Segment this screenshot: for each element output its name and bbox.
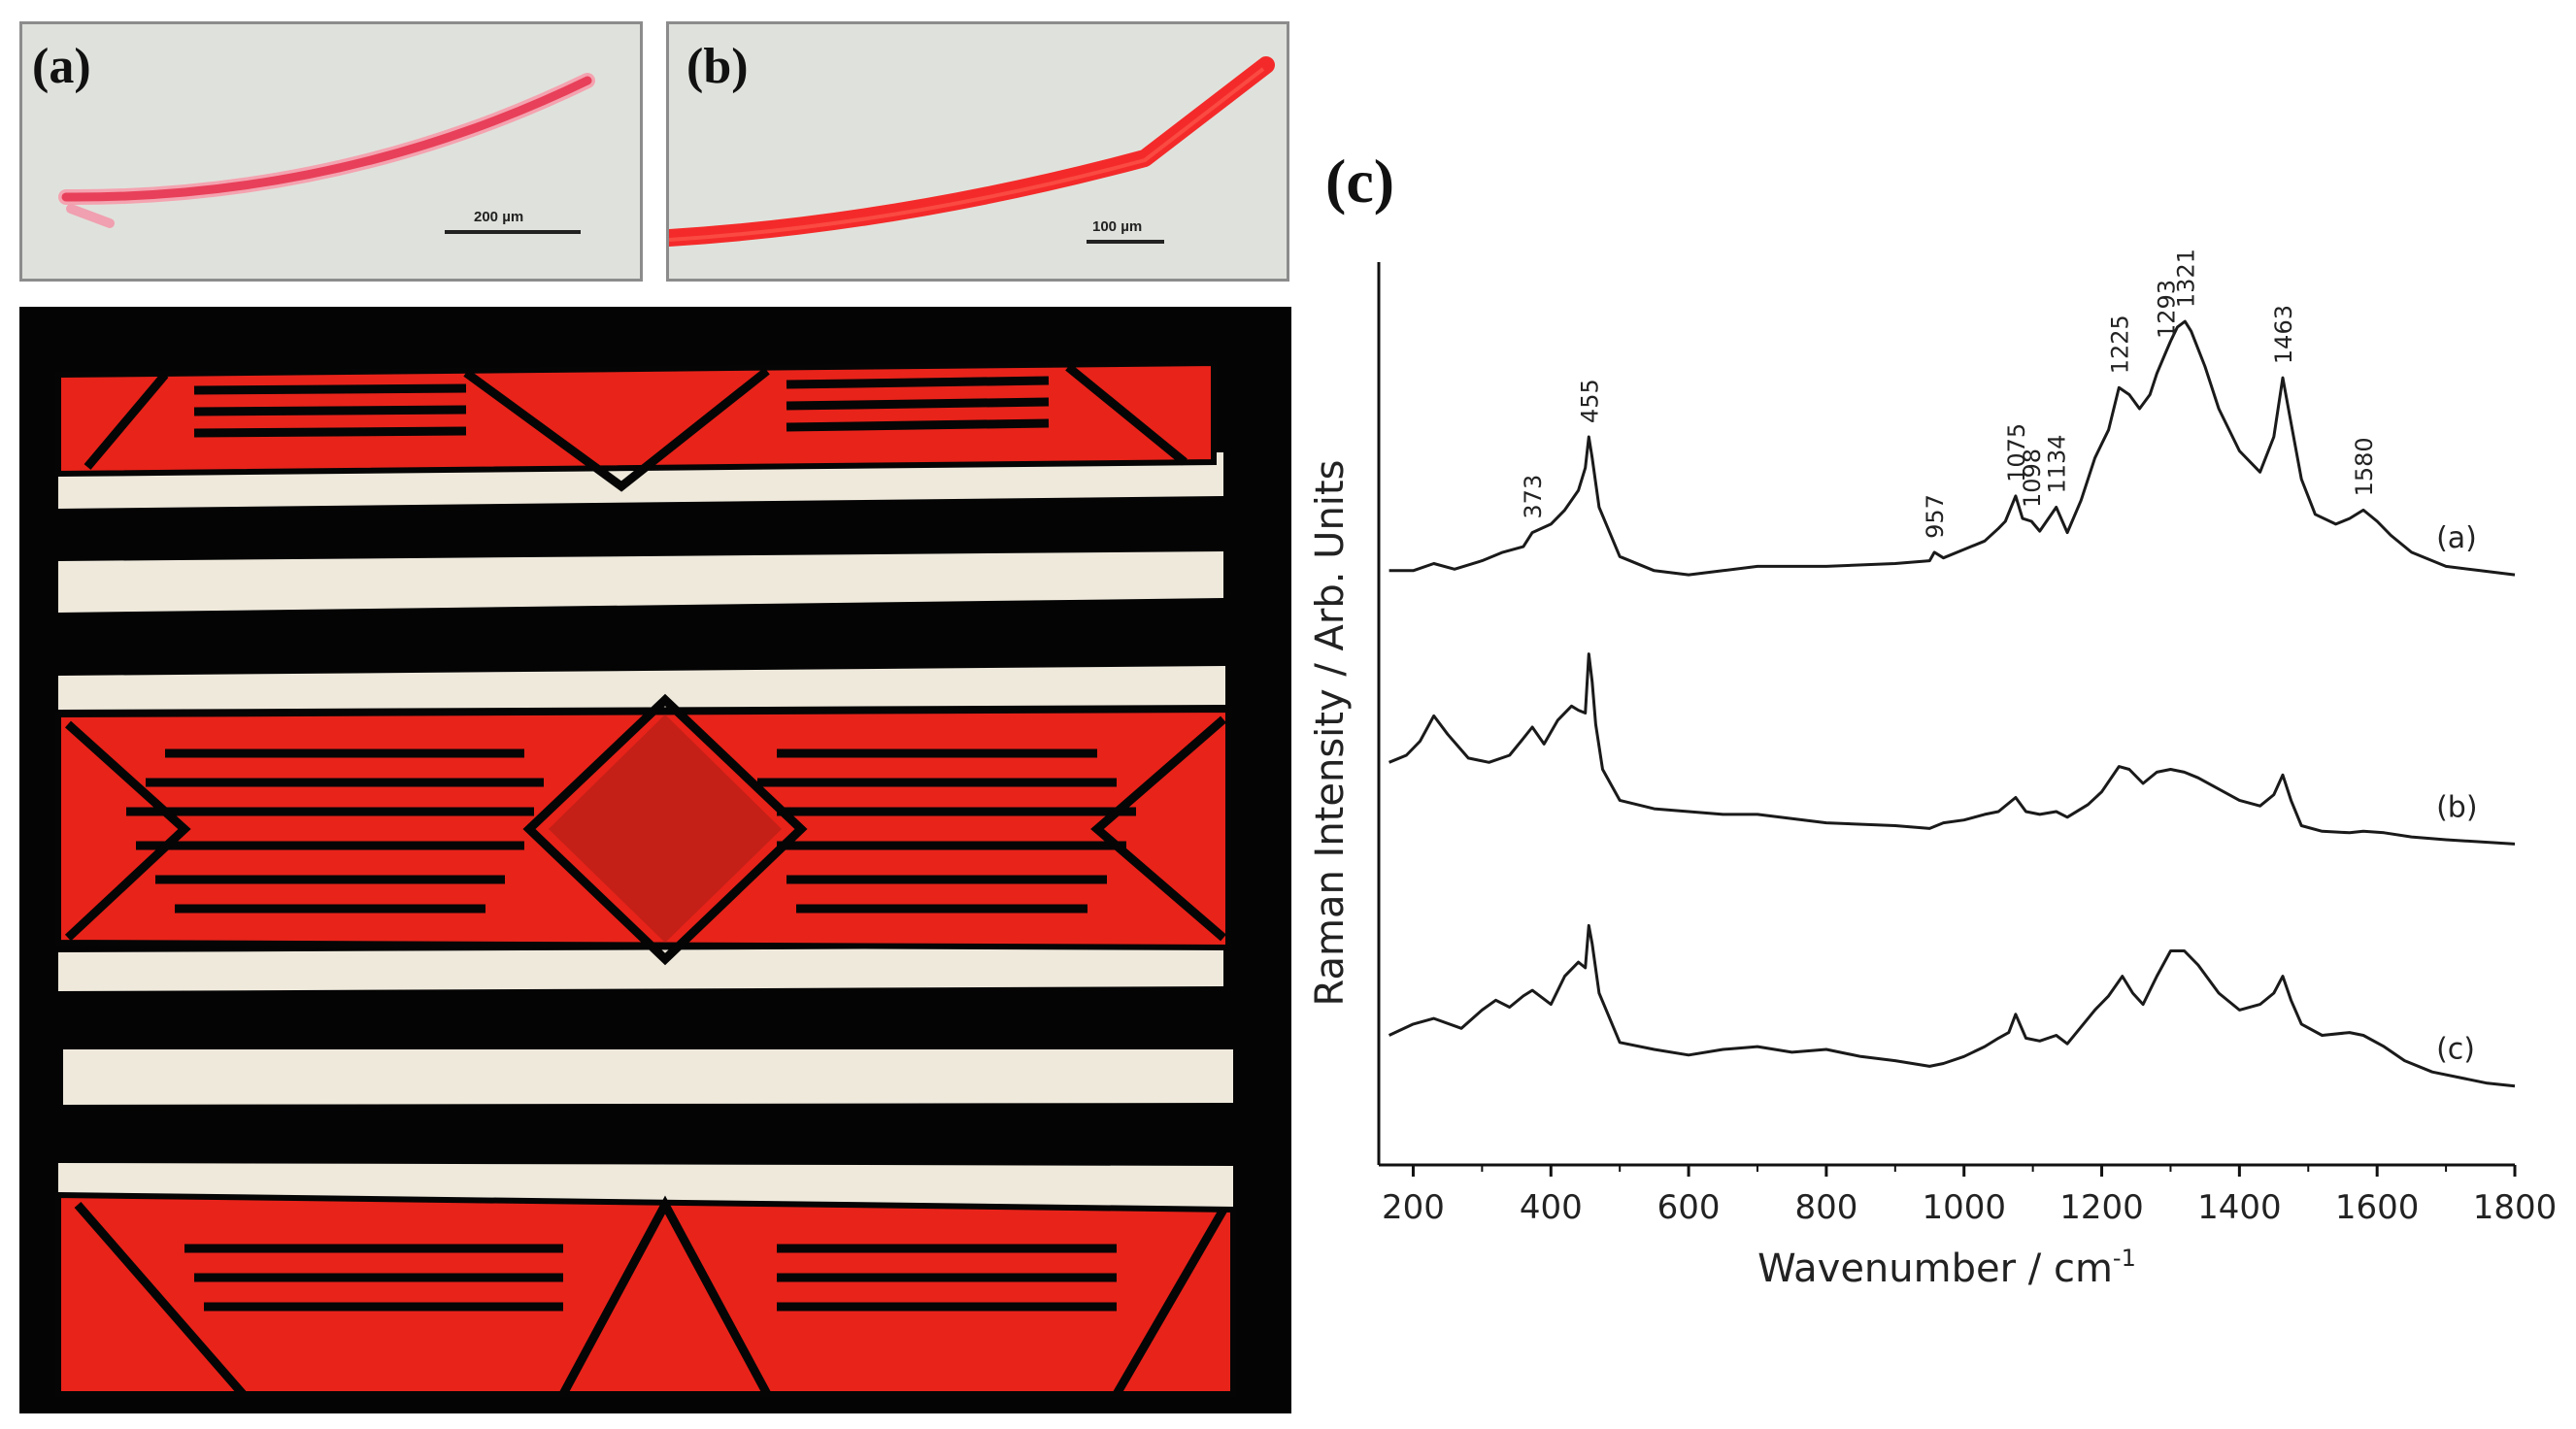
x-tick-label: 200: [1382, 1188, 1445, 1227]
blanket-pattern: [55, 359, 1236, 1397]
peak-label: 1225: [2106, 315, 2133, 374]
scale-bar-a: [445, 230, 581, 234]
fiber-b-image: [669, 56, 1275, 247]
panel-a-label: (a): [32, 39, 91, 94]
peak-label: 455: [1576, 379, 1603, 423]
spectrum-line-a: [1388, 319, 2516, 577]
peak-label: 1293: [2153, 280, 2180, 339]
scale-bar-b: [1087, 240, 1164, 244]
panel-b-label: (b): [686, 39, 749, 94]
x-tick-label: 800: [1794, 1188, 1857, 1227]
x-tick-label: 600: [1657, 1188, 1721, 1227]
spectrum-line-c: [1388, 923, 2516, 1088]
x-tick-label: 400: [1520, 1188, 1583, 1227]
scale-text-b: 100 µm: [1092, 218, 1143, 235]
x-tick-label: 1400: [2197, 1188, 2282, 1227]
peak-label: 373: [1520, 475, 1547, 519]
peak-label: 1075: [2003, 423, 2030, 482]
peak-label: 957: [1922, 494, 1949, 539]
blanket-photo: [19, 307, 1291, 1413]
peak-label: 1580: [2351, 437, 2378, 496]
x-tick-label: 1200: [2059, 1188, 2144, 1227]
raman-spectrum-chart: 200 400 600 800 1000 1200 1400 1600 1800 Wavenumb…: [1314, 249, 2558, 1291]
x-axis-label-superscript: -1: [2113, 1245, 2136, 1272]
x-tick-label: 1800: [2473, 1188, 2558, 1227]
peak-label: 1134: [2044, 434, 2071, 493]
peak-label: 1321: [2172, 249, 2199, 308]
x-axis-label: Wavenumber / cm-1: [1757, 1245, 2136, 1291]
micrograph-panel-a: (a) 200 µm: [19, 21, 643, 282]
series-label: (b): [2436, 790, 2477, 824]
panel-c-label: (c): [1325, 147, 1395, 216]
spectrum-line-b: [1388, 652, 2516, 846]
fiber-a-image: [58, 73, 595, 228]
x-tick-label: 1600: [2335, 1188, 2420, 1227]
micrograph-panel-b: (b) 100 µm: [666, 21, 1289, 282]
series-label: (c): [2436, 1033, 2475, 1067]
peak-label: 1463: [2270, 305, 2297, 364]
scale-text-a: 200 µm: [474, 209, 524, 225]
y-axis-label: Raman Intensity / Arb. Units: [1314, 460, 1353, 1007]
series-label: (a): [2436, 521, 2477, 555]
x-tick-label: 1000: [1922, 1188, 2006, 1227]
peak-label: 1098: [2019, 449, 2046, 508]
